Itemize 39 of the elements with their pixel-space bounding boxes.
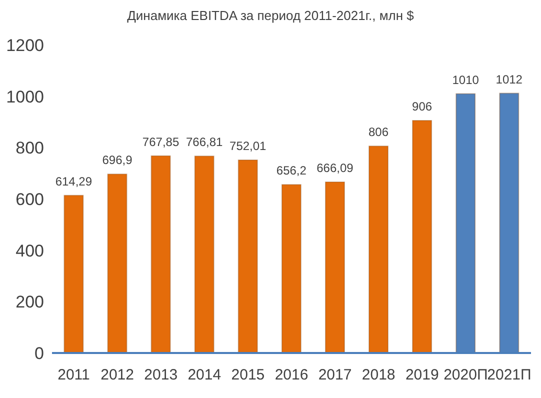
data-label: 767,85 — [142, 134, 180, 149]
data-label: 752,01 — [230, 138, 267, 153]
x-tick-label: 2013 — [144, 366, 178, 384]
x-tick-label: 2018 — [362, 366, 396, 384]
bar — [150, 155, 171, 353]
bar — [412, 120, 432, 353]
y-tick-label: 600 — [16, 190, 44, 210]
bar — [194, 156, 214, 353]
x-tick-label: 2014 — [188, 366, 222, 384]
x-tick-label: 2021П — [487, 366, 532, 384]
y-tick-label: 400 — [16, 241, 44, 260]
data-label: 806 — [368, 125, 389, 140]
bar — [238, 159, 258, 353]
bar — [281, 184, 302, 353]
x-tick-label: 2012 — [100, 366, 134, 384]
data-label: 656,2 — [276, 164, 307, 178]
x-tick-label: 2017 — [318, 366, 352, 384]
y-tick-label: 1200 — [6, 36, 44, 56]
data-label: 666,09 — [316, 161, 354, 176]
chart-title: Динамика EBITDA за период 2011-2021г., млн $ — [126, 8, 415, 23]
data-label: 906 — [412, 99, 432, 114]
bar — [107, 174, 128, 353]
y-tick-label: 1000 — [6, 87, 44, 106]
data-label: 1012 — [496, 72, 523, 86]
x-tick-label: 2019 — [405, 366, 439, 384]
bar — [64, 194, 84, 353]
y-tick-label: 800 — [16, 138, 44, 158]
data-label: 766,81 — [186, 135, 224, 150]
data-label: 614,29 — [55, 174, 92, 188]
x-tick-label: 2016 — [274, 366, 308, 384]
bar — [324, 182, 345, 353]
data-label: 1010 — [452, 72, 480, 87]
y-tick-label: 200 — [16, 292, 44, 312]
x-tick-label: 2011 — [58, 366, 90, 384]
y-tick-label: 0 — [34, 344, 44, 364]
bar — [368, 146, 389, 353]
x-tick-label: 2020П — [444, 366, 488, 384]
data-label: 696,9 — [102, 153, 133, 168]
x-tick-label: 2015 — [231, 366, 265, 384]
